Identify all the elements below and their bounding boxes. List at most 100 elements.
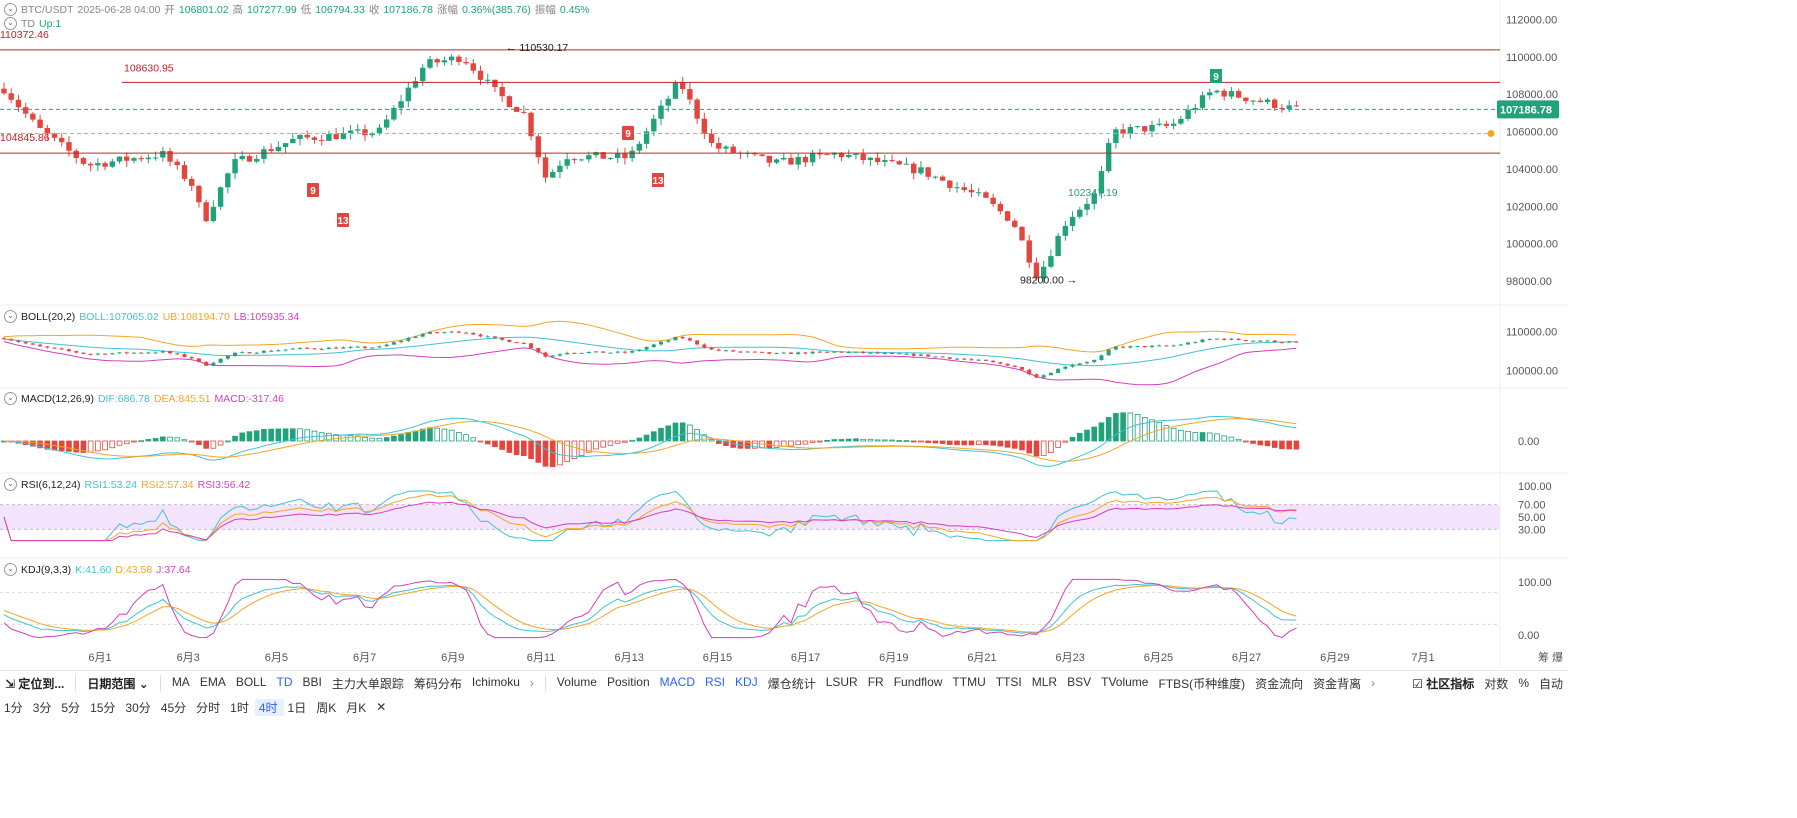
timeframe-6[interactable]: 分时: [196, 700, 221, 715]
collapse-icon[interactable]: ⌄: [4, 310, 17, 323]
macd-histogram-bar: [347, 435, 354, 442]
boll-candle-body: [695, 340, 700, 345]
collapse-icon[interactable]: ⌄: [4, 478, 17, 491]
symbol-label: BTC/USDT: [21, 3, 74, 16]
sub-indicator-13[interactable]: TVolume: [1101, 674, 1149, 689]
boll-lower-band: [3, 341, 1297, 386]
macd-histogram-bar: [282, 428, 289, 442]
chevron-right-icon[interactable]: ›: [529, 676, 534, 690]
boll-candle-body: [673, 336, 678, 341]
main-indicator-7[interactable]: Ichimoku: [471, 674, 520, 689]
macd-histogram-bar: [651, 431, 657, 442]
boll-candle-body: [1258, 340, 1263, 342]
boll-candle-body: [218, 358, 223, 363]
sub-indicator-3[interactable]: RSI: [705, 674, 726, 689]
close-icon[interactable]: ✕: [376, 700, 387, 714]
macd-histogram-bar: [557, 440, 563, 466]
macd-histogram-bar: [1149, 419, 1155, 442]
high-label: 高: [232, 4, 244, 16]
sub-indicator-4[interactable]: KDJ: [735, 674, 758, 689]
sub-indicator-0[interactable]: Volume: [556, 674, 597, 689]
boll-candle-body: [760, 351, 765, 353]
macd-histogram-bar: [889, 439, 895, 442]
collapse-icon[interactable]: ⌄: [4, 563, 17, 576]
community-indicator-button[interactable]: ☑ 社区指标: [1412, 676, 1475, 691]
boll-candle-body: [861, 351, 866, 354]
x-tick-label: 6月27: [1232, 652, 1261, 664]
boll-candle-body: [1128, 346, 1133, 348]
macd-histogram-bar: [1012, 440, 1018, 449]
boll-candle-body: [233, 352, 238, 356]
boll-candle-body: [716, 349, 721, 351]
timeframe-11[interactable]: 月K: [346, 700, 367, 715]
main-indicator-2[interactable]: BOLL: [235, 674, 267, 689]
macd-histogram-bar: [217, 440, 224, 446]
candle-body: [1048, 256, 1054, 267]
boll-candle-body: [196, 358, 201, 362]
candle-body: [1293, 105, 1300, 107]
timeframe-8[interactable]: 4时: [254, 698, 284, 716]
x-tick-label: 6月23: [1056, 652, 1085, 664]
boll-candle-body: [817, 351, 822, 353]
main-indicator-1[interactable]: EMA: [199, 674, 226, 689]
timeframe-1[interactable]: 3分: [32, 700, 52, 715]
timeframe-7[interactable]: 1时: [230, 700, 249, 715]
main-indicator-6[interactable]: 筹码分布: [413, 676, 462, 691]
timeframe-10[interactable]: 周K: [316, 700, 337, 715]
sub-indicator-2[interactable]: MACD: [659, 674, 695, 689]
boll-candle-body: [456, 331, 461, 333]
candle-body: [600, 152, 606, 159]
candle-body: [261, 149, 267, 159]
collapse-icon[interactable]: ⌄: [4, 17, 17, 30]
timeframe-9[interactable]: 1日: [287, 700, 307, 715]
sub-indicator-1[interactable]: Position: [606, 674, 650, 689]
main-indicator-5[interactable]: 主力大单跟踪: [331, 676, 404, 691]
collapse-icon[interactable]: ⌄: [4, 392, 17, 405]
auto-scale-button[interactable]: 自动: [1538, 676, 1563, 691]
date-range-button[interactable]: 日期范围 ⌄: [87, 676, 149, 691]
macd-dif: DIF:686.78: [97, 392, 150, 405]
timeframe-3[interactable]: 15分: [90, 700, 116, 715]
sub-indicator-11[interactable]: MLR: [1031, 674, 1058, 689]
price-tick-label: 104000.00: [1506, 164, 1558, 176]
boll-candle-body: [796, 352, 801, 354]
main-indicator-4[interactable]: BBI: [302, 674, 322, 689]
collapse-icon[interactable]: ⌄: [4, 3, 17, 16]
sub-indicator-14[interactable]: FTBS(币种维度): [1158, 676, 1246, 691]
percent-scale-button[interactable]: %: [1518, 676, 1529, 690]
timeframe-0[interactable]: 1分: [4, 700, 23, 715]
sub-indicator-7[interactable]: FR: [867, 674, 884, 689]
candle-body: [66, 142, 72, 151]
low-label: 低: [300, 4, 312, 16]
sub-indicator-9[interactable]: TTMU: [952, 674, 986, 689]
macd-histogram-bar: [1033, 440, 1040, 457]
candle-body: [441, 60, 448, 63]
chevron-right-icon[interactable]: ›: [1371, 676, 1376, 690]
chart-canvas[interactable]: 112000.00 110000.00 108000.00 106000.00 1040…: [0, 0, 1568, 668]
timeframe-5[interactable]: 45分: [160, 700, 187, 715]
candle-body: [138, 158, 144, 160]
sub-indicator-12[interactable]: BSV: [1067, 674, 1092, 689]
td-marker-badge: [652, 173, 664, 187]
sub-indicator-10[interactable]: TTSI: [995, 674, 1022, 689]
sub-indicator-5[interactable]: 爆仓统计: [767, 676, 816, 691]
boll-candle-body: [1222, 338, 1227, 340]
sub-indicator-6[interactable]: LSUR: [825, 674, 858, 689]
log-scale-button[interactable]: 对数: [1484, 676, 1509, 691]
locate-button[interactable]: ⇲ 定位到...: [5, 676, 65, 691]
timeframe-4[interactable]: 30分: [125, 700, 151, 715]
main-indicator-3[interactable]: TD: [276, 674, 293, 689]
candle-body: [932, 176, 939, 178]
rsi1-value: RSI1:53.24: [84, 478, 138, 491]
macd-histogram-bar: [456, 431, 462, 442]
timeframe-2[interactable]: 5分: [61, 700, 81, 715]
macd-histogram-bar: [853, 438, 859, 442]
sub-indicator-16[interactable]: 资金背离: [1313, 676, 1362, 691]
sub-indicator-8[interactable]: Fundflow: [893, 674, 943, 689]
rsi-name: RSI(6,12,24): [21, 478, 81, 491]
sub-indicator-15[interactable]: 资金流向: [1255, 676, 1304, 691]
level-label: 108630.95: [124, 62, 174, 74]
candle-body: [846, 154, 852, 158]
candle-body: [586, 155, 592, 160]
main-indicator-0[interactable]: MA: [171, 674, 190, 689]
